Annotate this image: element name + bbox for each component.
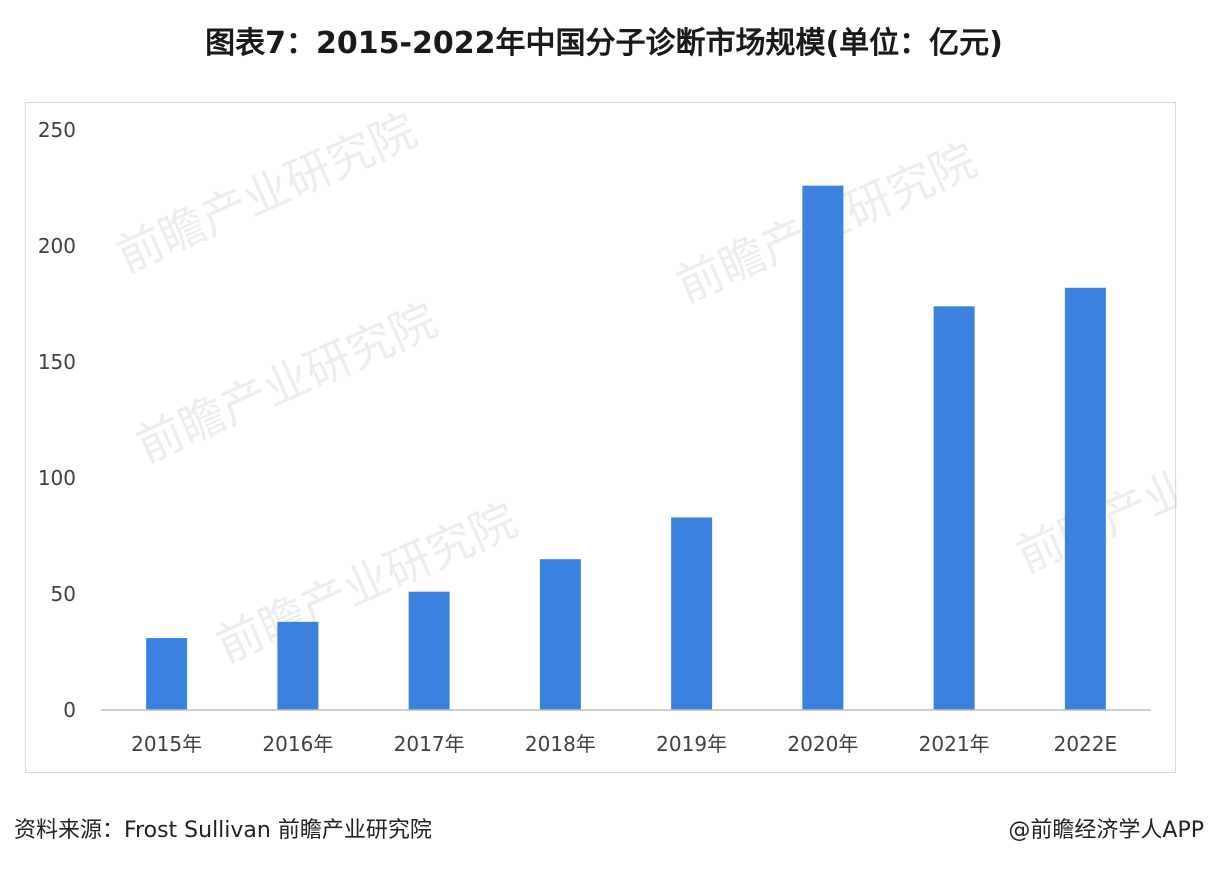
watermark-layer: 前瞻产业研究院前瞻产业研究院前瞻产业研究院前瞻产业研究院前瞻产业研究院 (109, 103, 1177, 673)
x-tick-label: 2016年 (262, 732, 333, 756)
credit-note: @前瞻经济学人APP (1008, 818, 1204, 843)
y-tick-label: 0 (63, 698, 76, 722)
x-tick-label: 2017年 (394, 732, 465, 756)
x-tick-label: 2015年 (131, 732, 202, 756)
watermark-text: 前瞻产业研究院 (109, 103, 425, 283)
bar-chart: 前瞻产业研究院前瞻产业研究院前瞻产业研究院前瞻产业研究院前瞻产业研究院 0 50 1… (38, 103, 1177, 756)
y-tick-label: 200 (38, 234, 76, 258)
bar-2022E (1064, 287, 1106, 710)
y-tick-label: 50 (51, 582, 76, 606)
bar-2019年 (671, 517, 713, 710)
chart-area: 前瞻产业研究院前瞻产业研究院前瞻产业研究院前瞻产业研究院前瞻产业研究院 0 50 1… (25, 102, 1177, 773)
bar-2018年 (539, 559, 581, 710)
bar-2020年 (802, 185, 844, 710)
bar-2021年 (933, 306, 975, 710)
bar-2017年 (408, 591, 450, 710)
x-tick-labels: 2015年 2016年 2017年 2018年 2019年 2020年 2021年 2022E (131, 732, 1117, 756)
x-tick-label: 2018年 (525, 732, 596, 756)
watermark-text: 前瞻产业研究院 (209, 493, 525, 673)
x-tick-label: 2022E (1054, 732, 1118, 756)
y-tick-labels: 0 50 100 150 200 250 (38, 118, 76, 722)
y-tick-label: 100 (38, 466, 76, 490)
watermark-text: 前瞻产业研究院 (129, 293, 445, 473)
x-tick-label: 2019年 (656, 732, 727, 756)
x-tick-label: 2021年 (919, 732, 990, 756)
bar-2015年 (146, 638, 188, 710)
y-tick-label: 150 (38, 350, 76, 374)
x-tick-label: 2020年 (787, 732, 858, 756)
y-tick-label: 250 (38, 118, 76, 142)
chart-title: 图表7：2015-2022年中国分子诊断市场规模(单位：亿元) (205, 26, 1003, 61)
bar-2016年 (277, 621, 319, 710)
source-note: 资料来源：Frost Sullivan 前瞻产业研究院 (14, 818, 432, 843)
bars-group (146, 185, 1106, 710)
